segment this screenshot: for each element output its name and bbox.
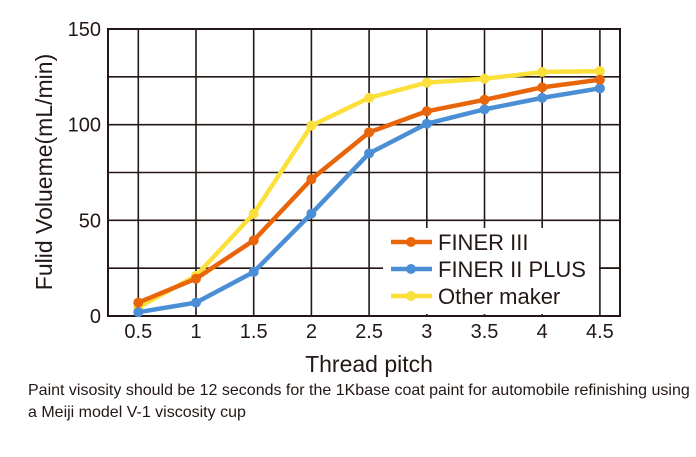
x-tick-label: 2.5 — [355, 321, 383, 343]
data-point — [191, 297, 201, 308]
x-tick-label: 4.5 — [586, 321, 614, 343]
plot-frame — [107, 28, 621, 317]
tick-labels: 0.5 1 1.5 2 2.5 3 3.5 4 4.5 0 50 100 150 — [68, 19, 614, 343]
x-tick-label: 1 — [190, 321, 201, 343]
y-tick-label: 0 — [90, 306, 101, 328]
y-axis-label: Fulid Volueme(mL/min) — [31, 54, 57, 290]
x-tick-label: 0.5 — [124, 321, 152, 343]
x-tick-label: 1.5 — [240, 321, 268, 343]
data-point — [248, 208, 259, 219]
y-tick-label: 50 — [79, 210, 101, 232]
y-tick-label: 100 — [68, 115, 101, 137]
x-tick-label: 2 — [306, 321, 317, 343]
footnote: Paint visosity should be 12 seconds for … — [28, 382, 690, 421]
data-point — [537, 67, 548, 78]
data-point — [364, 127, 375, 138]
data-point — [133, 297, 144, 308]
x-tick-label: 3.5 — [471, 321, 499, 343]
y-tick-label: 150 — [68, 19, 101, 41]
legend-marker — [406, 237, 416, 247]
data-point — [364, 92, 375, 103]
legend-label: FINER III — [438, 230, 528, 255]
x-axis-label: Thread pitch — [305, 351, 433, 377]
legend-marker — [406, 291, 416, 301]
legend-label: FINER II PLUS — [438, 257, 586, 282]
series-layer — [133, 66, 605, 318]
data-point — [306, 174, 317, 185]
data-point — [306, 120, 317, 131]
data-point — [479, 104, 490, 115]
data-point — [421, 77, 432, 88]
x-tick-label: 4 — [537, 321, 548, 343]
data-point — [537, 92, 548, 103]
x-tick-label: 3 — [421, 321, 432, 343]
data-point — [594, 74, 605, 85]
legend-marker — [406, 264, 416, 274]
data-point — [421, 118, 432, 129]
data-point — [594, 66, 605, 77]
data-point — [421, 106, 432, 117]
data-point — [479, 94, 490, 105]
data-point — [479, 73, 490, 84]
data-point — [306, 208, 317, 219]
data-point — [364, 148, 375, 159]
legend-label: Other maker — [438, 284, 560, 309]
data-point — [248, 266, 259, 277]
data-point — [594, 83, 605, 94]
data-point — [133, 307, 144, 318]
data-point — [537, 82, 548, 93]
data-point — [191, 273, 201, 284]
data-point — [248, 235, 259, 246]
